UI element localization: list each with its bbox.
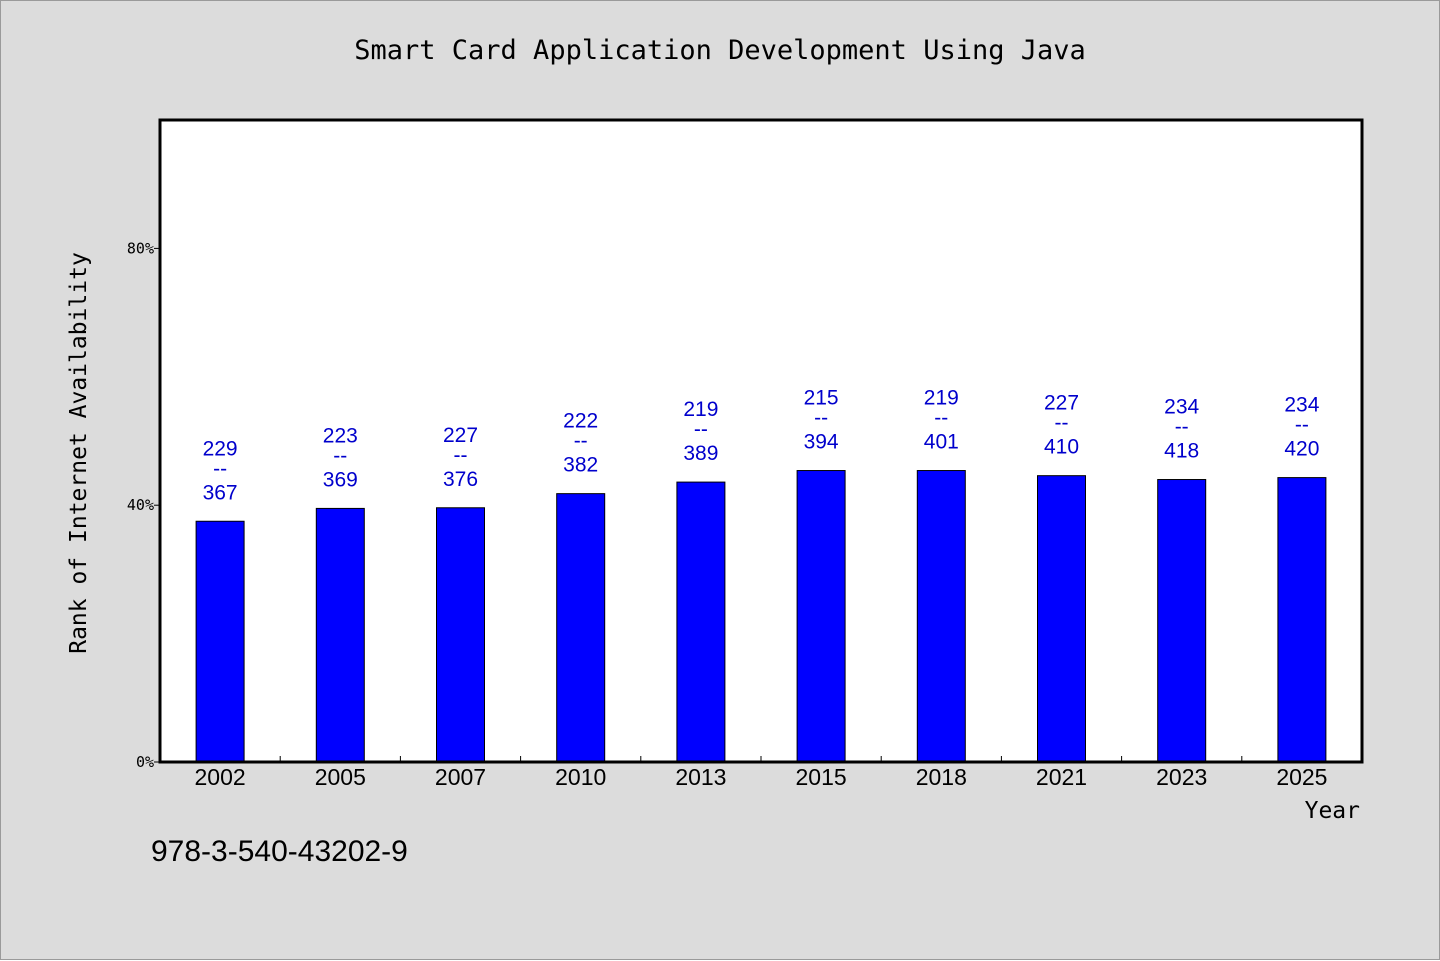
data-label-bottom-2010: 382 (563, 454, 598, 477)
data-label-top-2010: 222 (563, 410, 598, 433)
data-label-bottom-2018: 401 (924, 431, 959, 454)
y-axis-label: Rank of Internet Availability (66, 252, 92, 654)
data-label-bottom-2005: 369 (323, 468, 358, 491)
x-tick-label-2015: 2015 (796, 764, 847, 790)
data-label-bottom-2013: 389 (683, 442, 718, 465)
bar-2021 (1037, 475, 1086, 763)
data-label-separator-2002: -- (213, 457, 227, 480)
x-tick-label-2010: 2010 (555, 764, 606, 790)
bar-2010 (556, 493, 606, 763)
x-tick-label-2021: 2021 (1036, 764, 1087, 790)
bar-2015 (796, 470, 846, 763)
data-label-bottom-2021: 410 (1044, 436, 1079, 459)
data-label-top-2025: 234 (1284, 394, 1319, 417)
bar-2023 (1157, 479, 1207, 763)
data-label-separator-2010: -- (574, 430, 588, 453)
chart-title: Smart Card Application Development Using… (354, 35, 1086, 66)
y-tick-label-40: 40% (127, 496, 154, 514)
data-label-top-2015: 215 (804, 387, 839, 410)
data-label-top-2018: 219 (924, 387, 959, 410)
x-axis-label: Year (1305, 798, 1360, 824)
x-tick-label-2005: 2005 (315, 764, 366, 790)
data-label-separator-2005: -- (333, 444, 347, 467)
data-label-separator-2025: -- (1295, 414, 1309, 437)
bar-2005 (315, 507, 365, 763)
data-label-top-2005: 223 (323, 424, 358, 447)
x-tick-label-2002: 2002 (195, 764, 246, 790)
x-tick-label-2023: 2023 (1156, 764, 1207, 790)
data-label-top-2021: 227 (1044, 392, 1079, 415)
data-label-separator-2015: -- (814, 407, 828, 430)
data-label-top-2023: 234 (1164, 396, 1199, 419)
data-label-bottom-2025: 420 (1284, 438, 1319, 461)
data-label-separator-2023: -- (1175, 416, 1189, 439)
data-label-separator-2018: -- (934, 407, 948, 430)
bar-2002 (195, 520, 245, 763)
x-tick-label-2025: 2025 (1276, 764, 1327, 790)
y-tick-label-0: 0% (136, 753, 154, 771)
data-label-bottom-2007: 376 (443, 468, 478, 491)
x-tick-label-2018: 2018 (916, 764, 967, 790)
data-label-bottom-2015: 394 (804, 431, 839, 454)
data-label-separator-2013: -- (694, 418, 708, 441)
data-label-top-2007: 227 (443, 424, 478, 447)
bar-2018 (916, 470, 966, 763)
y-tick-label-80: 80% (127, 239, 154, 257)
bar-2013 (676, 481, 726, 763)
data-label-top-2013: 219 (683, 398, 718, 421)
bar-2025 (1277, 477, 1327, 763)
data-label-separator-2021: -- (1055, 412, 1069, 435)
isbn-label: 978-3-540-43202-9 (151, 835, 408, 868)
bar-2007 (436, 507, 485, 763)
data-label-bottom-2023: 418 (1164, 440, 1199, 463)
x-tick-label-2013: 2013 (675, 764, 726, 790)
data-label-bottom-2002: 367 (203, 481, 238, 504)
data-label-top-2002: 229 (203, 437, 238, 460)
x-tick-label-2007: 2007 (435, 764, 486, 790)
data-label-separator-2007: -- (454, 444, 468, 467)
